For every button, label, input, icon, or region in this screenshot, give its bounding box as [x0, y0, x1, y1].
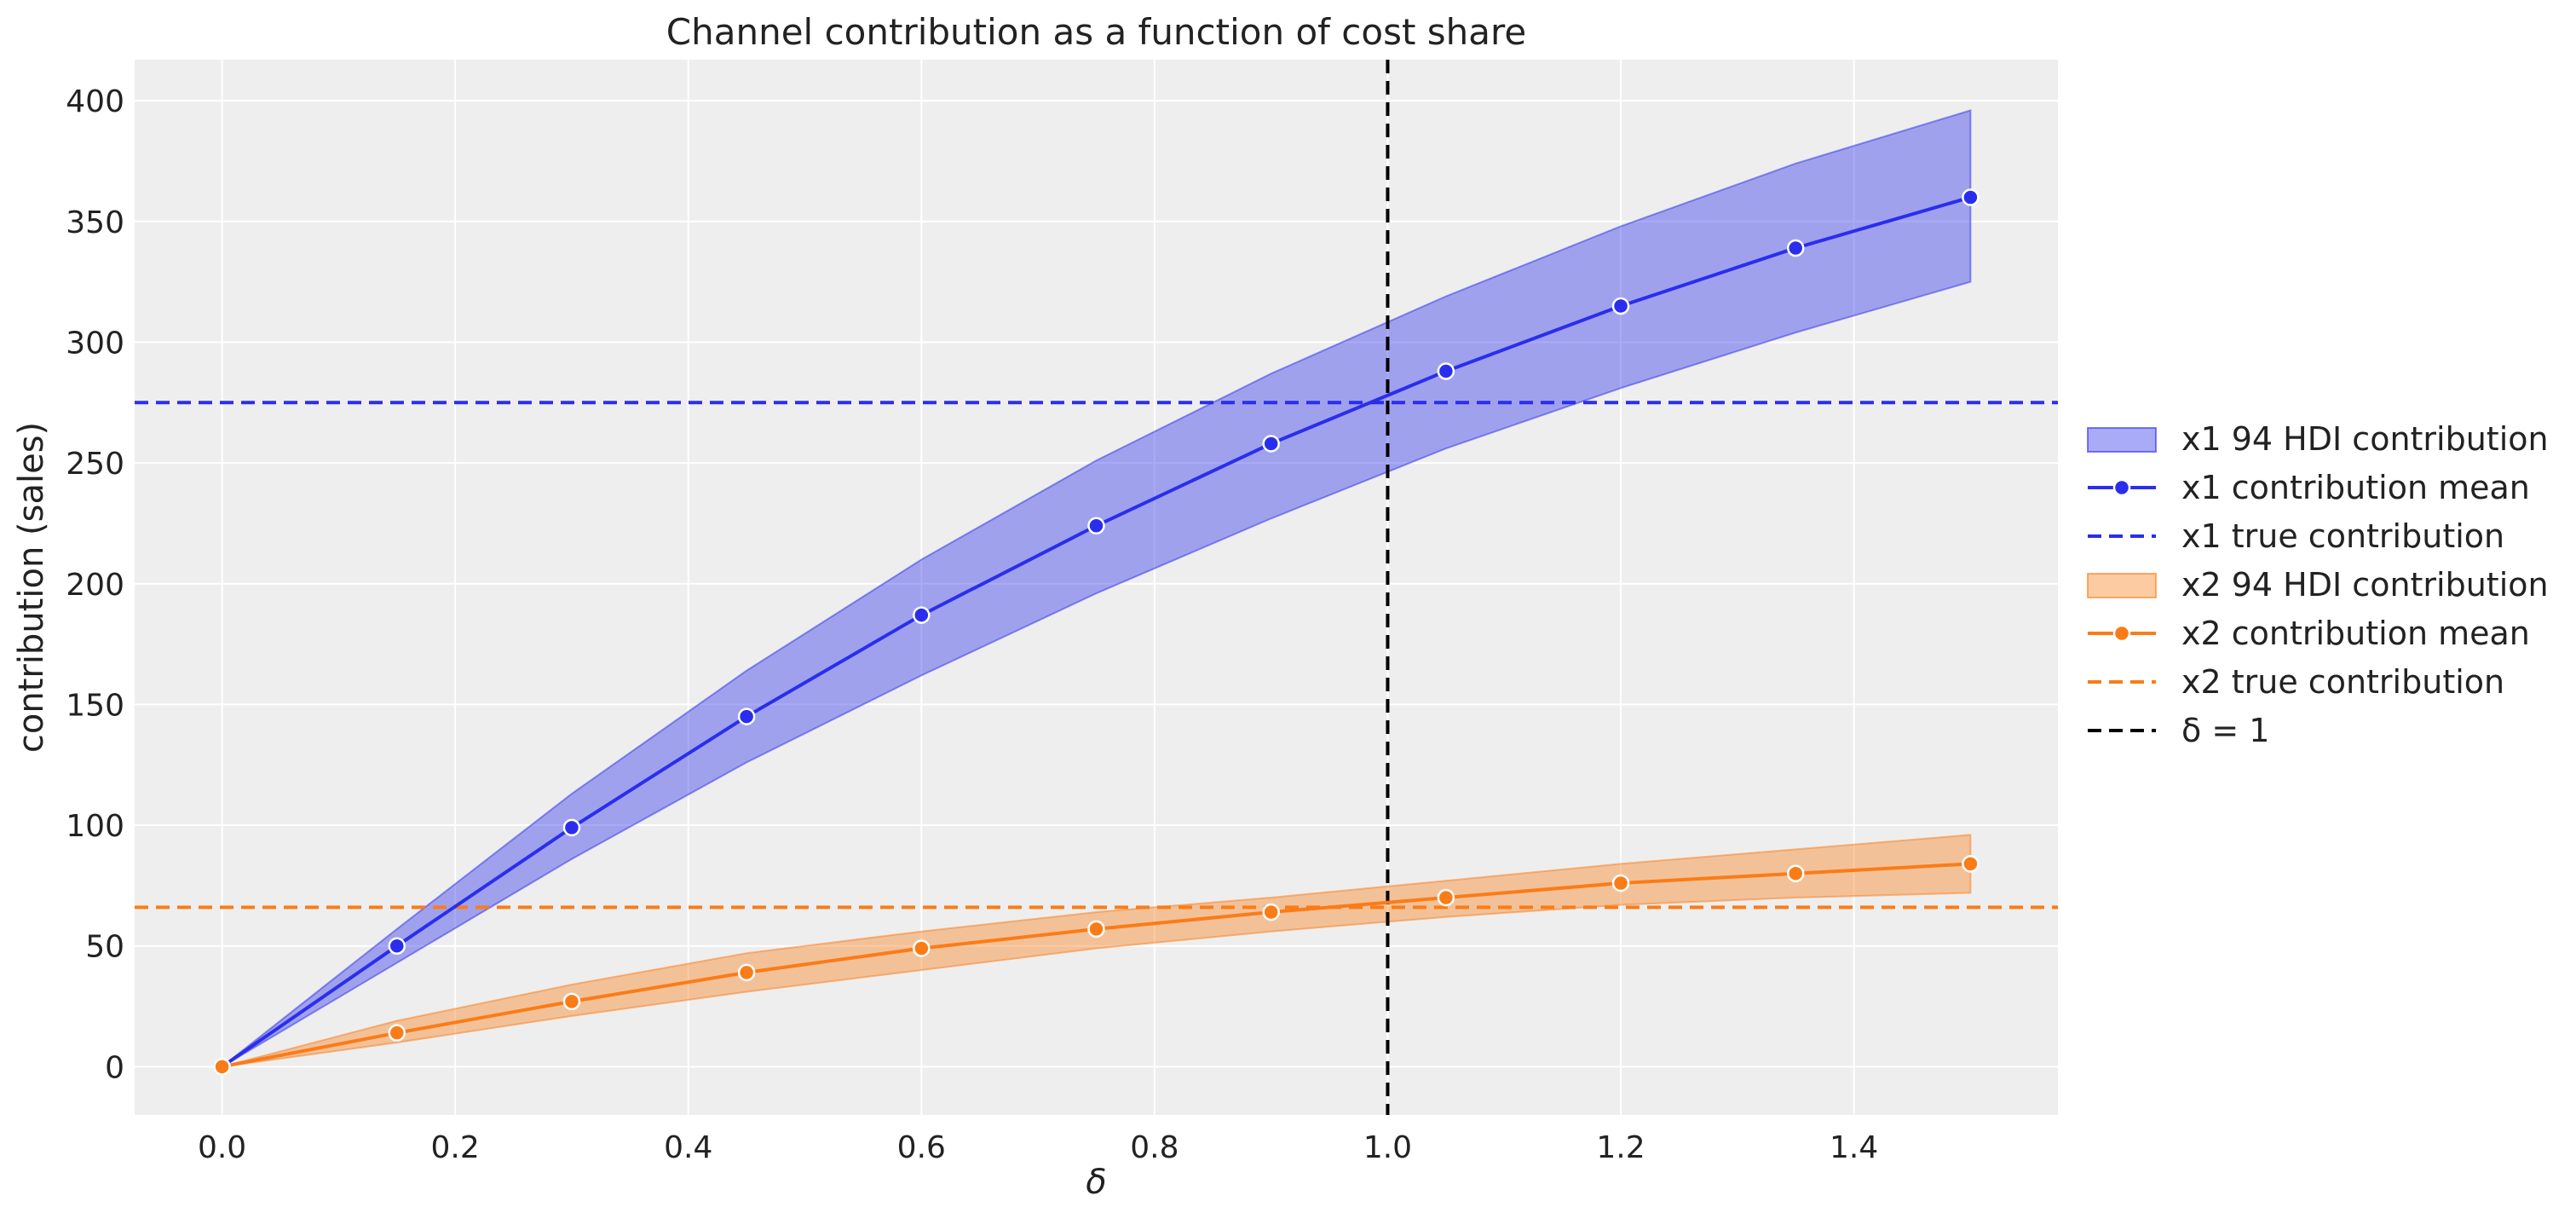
mean-point [1437, 888, 1455, 907]
legend-label: x2 contribution mean [2181, 615, 2530, 652]
mean-point [737, 963, 756, 982]
x-axis-ticks: 0.0 0.2 0.4 0.6 0.8 1.0 1.2 1.4 [198, 1130, 1878, 1165]
legend-label: x1 94 HDI contribution [2181, 420, 2549, 458]
y-tick-label: 150 [66, 688, 124, 723]
legend-swatch-marker [2112, 624, 2131, 643]
y-tick-label: 50 [85, 930, 124, 965]
legend-item: x2 94 HDI contribution [2087, 566, 2549, 604]
mean-point [388, 937, 406, 955]
y-tick-label: 250 [66, 447, 124, 482]
legend-item: x1 true contribution [2088, 517, 2504, 555]
legend-label: x1 contribution mean [2181, 469, 2530, 506]
legend-label: x1 true contribution [2181, 517, 2504, 555]
mean-point [1437, 362, 1455, 380]
y-tick-label: 300 [66, 326, 124, 361]
legend-item: x2 true contribution [2088, 663, 2504, 701]
legend: x1 94 HDI contribution x1 contribution me… [2087, 420, 2549, 749]
mean-point [562, 992, 581, 1011]
mean-point [913, 606, 931, 624]
x-tick-label: 0.2 [431, 1130, 480, 1165]
y-axis-label: contribution (sales) [12, 422, 51, 753]
x-tick-label: 0.4 [664, 1130, 712, 1165]
x-tick-label: 0.8 [1130, 1130, 1179, 1165]
legend-label: δ = 1 [2181, 712, 2269, 749]
y-tick-label: 200 [66, 568, 124, 603]
x-tick-label: 0.0 [198, 1130, 246, 1165]
y-axis-ticks: 0 50 100 150 200 250 300 350 400 [66, 84, 124, 1085]
mean-point [388, 1024, 406, 1042]
legend-swatch-band [2087, 573, 2157, 598]
y-tick-label: 400 [66, 84, 124, 119]
mean-point [1611, 874, 1630, 892]
mean-point [1087, 920, 1105, 939]
mean-point [562, 818, 581, 837]
y-tick-label: 0 [105, 1050, 124, 1085]
legend-label: x2 94 HDI contribution [2181, 566, 2549, 604]
mean-point [1962, 855, 1980, 873]
x-axis-label: δ [1086, 1163, 1106, 1202]
legend-swatch-marker [2112, 478, 2131, 497]
mean-point [1087, 517, 1105, 535]
legend-item: x1 contribution mean [2088, 469, 2530, 506]
mean-point [1611, 297, 1630, 315]
y-tick-label: 350 [66, 205, 124, 240]
legend-item: x1 94 HDI contribution [2087, 420, 2549, 458]
x-tick-label: 1.0 [1363, 1130, 1412, 1165]
legend-item: x2 contribution mean [2088, 615, 2530, 652]
chart-title: Channel contribution as a function of co… [666, 11, 1526, 53]
mean-point [1262, 903, 1280, 921]
y-tick-label: 100 [66, 809, 124, 844]
x-tick-label: 1.4 [1830, 1130, 1878, 1165]
mean-point [1262, 435, 1280, 453]
x-tick-label: 0.6 [897, 1130, 946, 1165]
mean-point [1786, 239, 1805, 257]
mean-point [913, 939, 931, 957]
legend-label: x2 true contribution [2181, 663, 2504, 701]
mean-point [737, 708, 756, 725]
mean-point [213, 1058, 231, 1076]
mean-point [1962, 188, 1980, 206]
mean-point [1786, 864, 1805, 882]
legend-item: δ = 1 [2088, 712, 2269, 749]
mean-points [213, 188, 1980, 1076]
legend-swatch-band [2087, 427, 2157, 453]
x-tick-label: 1.2 [1596, 1130, 1645, 1165]
